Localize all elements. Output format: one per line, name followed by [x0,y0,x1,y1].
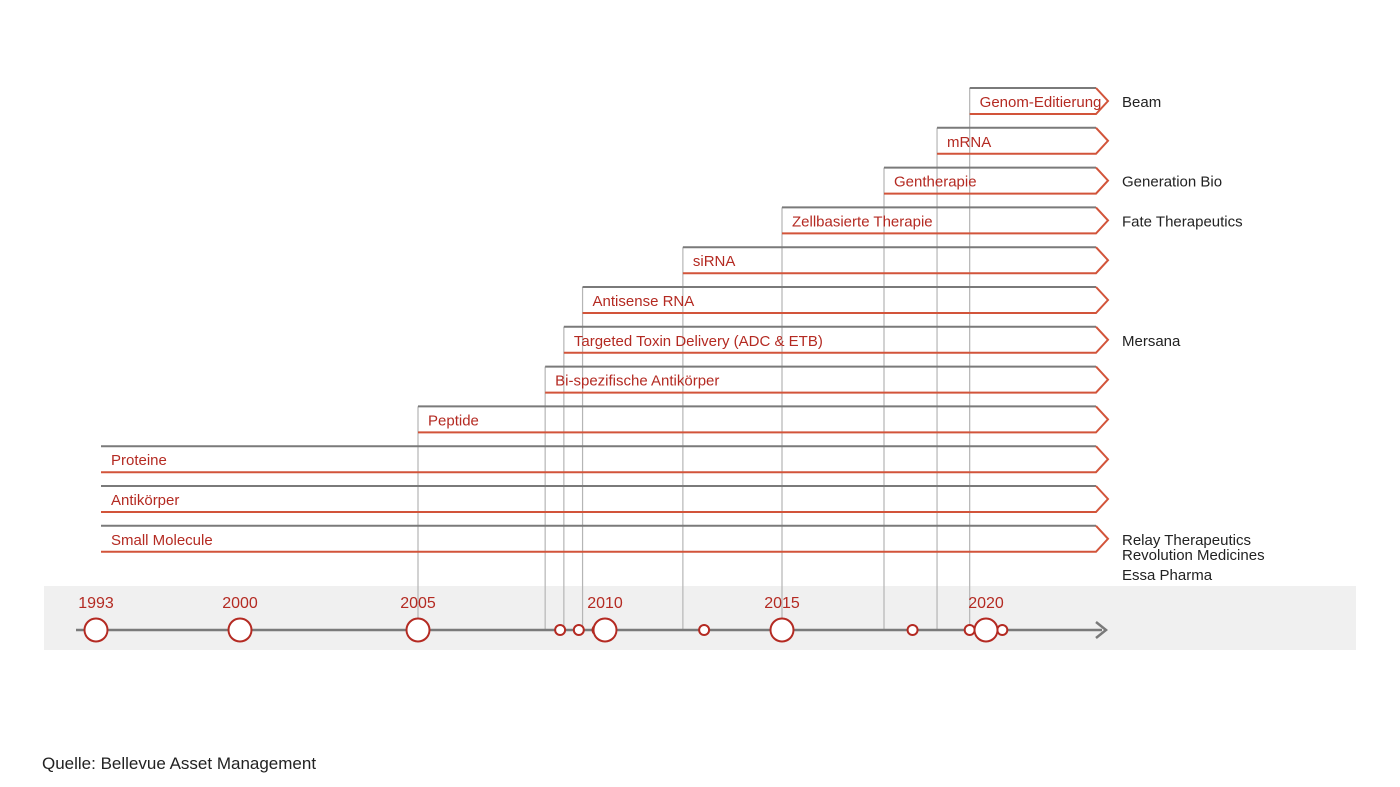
bar-targeted-toxin-delivery-adc-etb: Targeted Toxin Delivery (ADC & ETB) [563,325,1110,354]
year-marker-2020 [973,617,999,643]
year-marker-2000 [227,617,253,643]
bar-arrow-outline [101,485,1110,513]
bar-peptide: Peptide [418,405,1110,434]
axis-arrow-head [1095,621,1109,639]
company-revolution-medicines: Revolution Medicines [1122,547,1265,564]
source-note: Quelle: Bellevue Asset Management [42,754,317,773]
year-label-2010: 2010 [587,595,623,612]
bar-label: Antikörper [111,492,179,509]
bar-label: Peptide [428,412,479,429]
year-marker-2005 [405,617,431,643]
bar-bi-spezifische-antik-rper: Bi-spezifische Antikörper [545,365,1110,394]
year-marker-2015 [769,617,795,643]
year-label-2000: 2000 [222,595,258,612]
event-marker [554,624,567,636]
bar-label: Zellbasierte Therapie [792,213,933,230]
year-label-2020: 2020 [968,595,1004,612]
year-label-2015: 2015 [764,595,800,612]
company-relay-therapeutics: Relay Therapeutics [1122,532,1251,549]
event-marker [572,624,585,636]
bar-arrow-outline [563,326,1110,354]
technology-bars: Genom-Editierung mRNA Gentherapie Zellbasie… [101,87,1110,553]
bar-label: Small Molecule [111,532,213,549]
year-marker-1993 [83,617,109,643]
bar-sirna: siRNA [682,246,1110,275]
company-mersana: Mersana [1122,333,1181,350]
event-marker [996,624,1009,636]
bar-antik-rper: Antikörper [101,485,1110,513]
bar-arrow-outline [682,246,1110,275]
bar-arrow-outline [937,127,1110,155]
bar-label: Gentherapie [894,174,977,191]
event-marker [906,624,919,636]
bar-arrow-outline [418,405,1110,434]
bar-label: mRNA [947,134,991,151]
bar-gentherapie: Gentherapie [884,166,1110,195]
bar-label: Targeted Toxin Delivery (ADC & ETB) [574,333,823,350]
bar-arrow-outline [582,286,1110,314]
event-marker [698,624,711,636]
company-essa-pharma: Essa Pharma [1122,567,1213,584]
year-label-1993: 1993 [78,595,114,612]
timeline-band [44,586,1356,650]
bar-label: siRNA [693,253,736,270]
bar-mrna: mRNA [937,126,1110,155]
company-labels: Beam Generation Bio Fate Therapeutics Mersa… [1122,94,1265,584]
bar-label: Proteine [111,452,167,469]
bar-arrow-outline [969,87,1110,115]
bar-zellbasierte-therapie: Zellbasierte Therapie [782,206,1110,235]
bar-small-molecule: Small Molecule [101,524,1110,553]
bar-genom-editierung: Genom-Editierung [969,87,1110,115]
bar-proteine: Proteine [101,445,1110,474]
company-beam: Beam [1122,94,1161,111]
timeline-axis: 1993 2000 2005 2010 2015 2020 [76,595,1109,643]
year-label-2005: 2005 [400,595,436,612]
event-marker [963,624,976,636]
bar-arrow-outline [101,525,1110,553]
company-fate-therapeutics: Fate Therapeutics [1122,213,1243,230]
bar-label: Genom-Editierung [980,94,1102,111]
year-marker-2010 [592,617,618,643]
bar-arrow-outline [545,365,1110,394]
bar-arrow-outline [884,166,1110,195]
company-generation-bio: Generation Bio [1122,174,1222,191]
connector-lines [417,88,971,630]
bar-arrow-outline [101,445,1110,474]
bar-label: Antisense RNA [593,293,695,310]
bar-label: Bi-spezifische Antikörper [555,373,719,390]
bar-antisense-rna: Antisense RNA [582,286,1110,314]
bar-arrow-outline [782,206,1110,235]
